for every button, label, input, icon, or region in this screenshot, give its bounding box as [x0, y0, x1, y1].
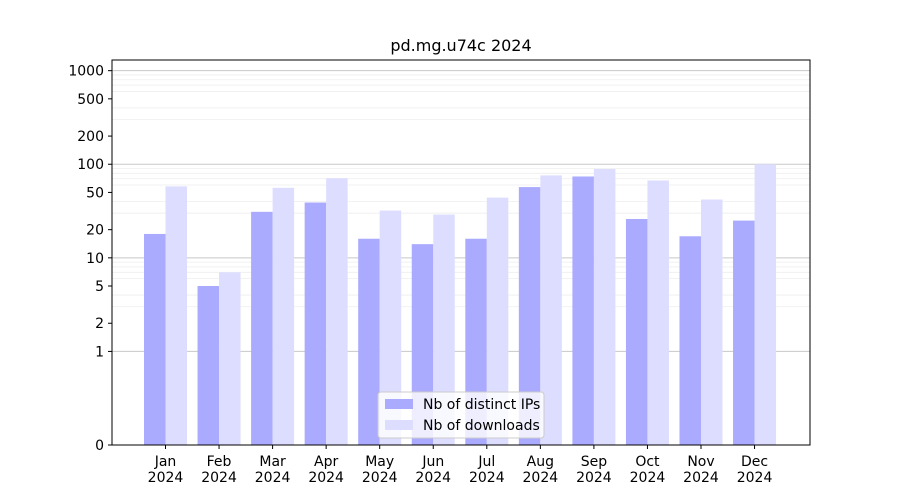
bar-downloads-dec: [754, 164, 777, 445]
x-tick-label-year: 2024: [469, 470, 505, 486]
legend-label-downloads: Nb of downloads: [423, 418, 540, 434]
bar-distinct-ips-oct: [625, 218, 648, 445]
x-tick-label-month: Oct: [635, 454, 660, 470]
bar-downloads-mar: [272, 187, 295, 445]
y-tick-label: 50: [86, 185, 104, 201]
legend-swatch-downloads: [385, 420, 413, 430]
x-tick-label-year: 2024: [523, 470, 559, 486]
bar-distinct-ips-apr: [304, 202, 327, 445]
y-tick-label: 200: [77, 129, 104, 145]
x-tick-label-month: May: [365, 454, 394, 470]
x-tick-label-month: Nov: [687, 454, 714, 470]
x-tick-label-year: 2024: [630, 470, 666, 486]
y-tick-label: 10: [86, 251, 104, 267]
bar-distinct-ips-nov: [679, 236, 701, 445]
legend-label-distinct-ips: Nb of distinct IPs: [423, 397, 540, 413]
x-axis: Jan2024Feb2024Mar2024Apr2024May2024Jun20…: [148, 445, 773, 486]
legend-box: [377, 391, 545, 439]
y-tick-label: 1: [95, 344, 104, 360]
y-axis: 0 1 2 5 10 20 50 100 200 500 1000: [68, 64, 112, 454]
bar-downloads-nov: [701, 199, 723, 445]
chart-title: pd.mg.u74c 2024: [390, 36, 531, 55]
y-tick-label: 500: [77, 92, 104, 108]
y-tick-label: 1000: [68, 64, 104, 80]
bar-downloads-apr: [326, 178, 348, 445]
x-tick-label-month: Jun: [421, 454, 444, 470]
bar-distinct-ips-jan: [144, 233, 166, 445]
y-tick-label: 0: [95, 438, 104, 454]
x-tick-label-year: 2024: [308, 470, 344, 486]
bar-distinct-ips-aug: [518, 187, 541, 445]
x-tick-label-year: 2024: [148, 470, 184, 486]
bar-distinct-ips-mar: [251, 211, 273, 445]
legend: Nb of distinct IPs Nb of downloads: [377, 391, 545, 439]
y-tick-label: 5: [95, 279, 104, 295]
x-tick-label-month: Feb: [207, 454, 232, 470]
x-tick-label-year: 2024: [683, 470, 719, 486]
bar-downloads-jul: [486, 197, 509, 445]
y-tick-label: 20: [86, 223, 104, 239]
bar-downloads-oct: [647, 180, 669, 446]
bar-downloads-aug: [540, 175, 562, 445]
x-tick-label-month: Sep: [581, 454, 608, 470]
bar-distinct-ips-may: [358, 238, 380, 445]
bar-distinct-ips-dec: [733, 220, 755, 445]
bar-distinct-ips-sep: [572, 176, 594, 446]
plot-frame: [111, 59, 811, 446]
bars: [144, 164, 777, 446]
x-tick-label-month: Mar: [259, 454, 286, 470]
bar-downloads-may: [379, 210, 402, 445]
legend-swatch-distinct-ips: [385, 399, 413, 409]
y-tick-label: 2: [95, 316, 104, 332]
x-tick-label-year: 2024: [362, 470, 398, 486]
x-tick-label-month: Apr: [314, 454, 338, 470]
x-tick-label-month: Aug: [527, 454, 554, 470]
x-tick-label-year: 2024: [415, 470, 451, 486]
x-tick-label-month: Jan: [154, 454, 177, 470]
x-tick-label-year: 2024: [576, 470, 612, 486]
x-tick-label-year: 2024: [737, 470, 773, 486]
x-tick-label-month: Jul: [477, 454, 495, 470]
bar-downloads-feb: [219, 272, 241, 445]
x-tick-label-year: 2024: [255, 470, 291, 486]
bar-downloads-sep: [593, 168, 616, 445]
bar-downloads-jan: [165, 186, 187, 445]
bar-distinct-ips-feb: [197, 286, 220, 445]
bar-downloads-jun: [433, 214, 455, 445]
y-tick-label: 100: [77, 157, 104, 173]
x-tick-label-month: Dec: [741, 454, 768, 470]
x-tick-label-year: 2024: [201, 470, 237, 486]
